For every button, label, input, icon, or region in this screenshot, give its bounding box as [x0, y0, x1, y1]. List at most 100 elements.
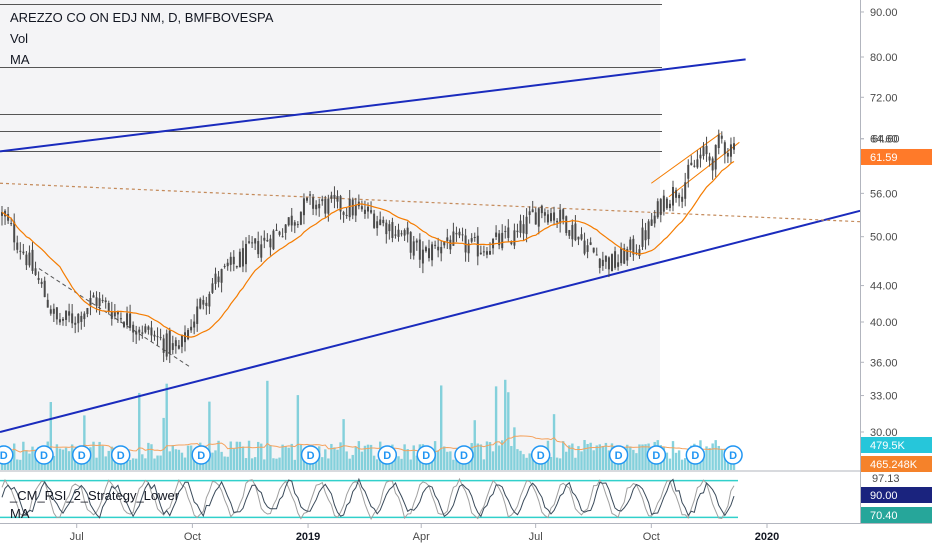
volume-bar: [61, 449, 65, 470]
candle-body: [208, 293, 211, 307]
time-tick-label: 2020: [755, 531, 779, 543]
candle-body: [424, 247, 427, 252]
volume-bar: [217, 440, 220, 470]
candle-body: [46, 299, 49, 308]
volume-bar: [568, 445, 571, 470]
candle-body: [733, 143, 735, 150]
candle-body: [455, 232, 458, 235]
candle-body: [16, 242, 19, 250]
volume-bar: [141, 454, 144, 470]
volume-bar: [92, 441, 95, 470]
volume-bar: [19, 459, 22, 470]
candle-body: [318, 203, 321, 209]
volume-bar: [665, 452, 669, 470]
volume-bar: [497, 445, 501, 470]
time-axis[interactable]: Jul Oct 2019 Apr Jul Oct 2020: [70, 524, 780, 543]
volume-bar: [598, 444, 601, 470]
volume-ma-badge-bg: [861, 456, 932, 472]
candle-body: [531, 209, 534, 213]
dividend-circle: [608, 445, 629, 465]
volume-bar: [586, 444, 589, 470]
candle-body: [37, 277, 40, 281]
candle-body: [141, 332, 144, 334]
candle-body: [165, 333, 168, 357]
volume-bar: [501, 440, 504, 470]
volume-bar: [717, 445, 720, 470]
candle-body: [327, 198, 330, 214]
candle-body: [681, 196, 684, 202]
volume-bar: [357, 441, 361, 470]
dividend-marker: D: [646, 445, 667, 465]
volume-bar: [67, 451, 71, 470]
candle-body: [614, 251, 617, 268]
volume-bar: [482, 459, 486, 470]
candle-body: [235, 266, 238, 268]
candle-body: [598, 258, 601, 268]
volume-bar: [98, 441, 101, 470]
volume-bar: [565, 451, 568, 470]
volume-bar: [363, 445, 367, 470]
candle-body: [7, 213, 10, 221]
candle-body: [86, 308, 89, 315]
volume-bar: [327, 458, 330, 470]
candle-body: [321, 199, 324, 202]
dividend-circle: [34, 445, 54, 465]
volume-bar: [525, 457, 528, 470]
chart-title: AREZZO CO ON EDJ NM, D, BMFBOVESPA: [10, 10, 274, 25]
candle-body: [626, 248, 629, 261]
candle-body: [89, 298, 92, 306]
volume-bar: [354, 446, 357, 470]
dividend-marker: D: [34, 445, 54, 465]
price-axis[interactable]: 30.00 33.00 36.00 40.00 44.00 50.00 56.00 64.60…: [860, 7, 898, 439]
volume-bar: [171, 445, 174, 470]
candle-body: [379, 219, 382, 226]
volume-bar: [580, 451, 583, 470]
candle-body: [74, 322, 77, 325]
candle-body: [119, 318, 122, 320]
volume-bar: [574, 457, 577, 470]
candle-body: [110, 311, 113, 319]
volume-bar: [674, 452, 678, 470]
candle-body: [672, 186, 674, 206]
axis-badges: 64.60 61.59 479.5K 465.248K 97.13 90.00 70.40: [860, 134, 932, 523]
candle-body: [659, 199, 662, 215]
candle-body: [254, 238, 257, 244]
volume-bar: [443, 446, 446, 470]
volume-bar: [153, 458, 156, 470]
volume-bar: [321, 457, 324, 470]
dividend-circle: [416, 445, 437, 465]
candle-body: [104, 300, 107, 303]
candle-body: [287, 217, 290, 226]
volume-bar: [507, 392, 510, 470]
candle-body: [226, 262, 229, 267]
last-price-badge: 61.59: [861, 148, 932, 165]
volume-bar: [299, 444, 303, 470]
candle-body: [98, 298, 101, 307]
volume-bar: [684, 458, 687, 470]
volume-bar: [680, 459, 684, 470]
dividend-marker: D: [71, 445, 92, 465]
candle-body: [101, 299, 104, 302]
volume-bar: [607, 450, 611, 470]
candle-body: [211, 283, 214, 293]
last-volume-badge-text: 479.5K: [870, 440, 906, 452]
volume-bar: [290, 443, 293, 470]
candle-body: [412, 241, 415, 256]
candle-body: [629, 239, 632, 250]
candle-body: [367, 206, 369, 212]
candle-body: [360, 206, 363, 210]
candle-body: [13, 221, 16, 243]
candle-body: [52, 308, 55, 314]
candle-body: [522, 224, 525, 234]
candle-body: [446, 237, 449, 242]
volume-bar: [687, 454, 690, 470]
dividend-label: D: [307, 450, 315, 462]
volume-bar: [406, 449, 409, 470]
volume-bar: [122, 459, 126, 470]
volume-bar: [592, 450, 595, 470]
volume-bar: [604, 442, 608, 470]
dividend-circle: [300, 445, 321, 465]
volume-bar: [86, 459, 89, 470]
